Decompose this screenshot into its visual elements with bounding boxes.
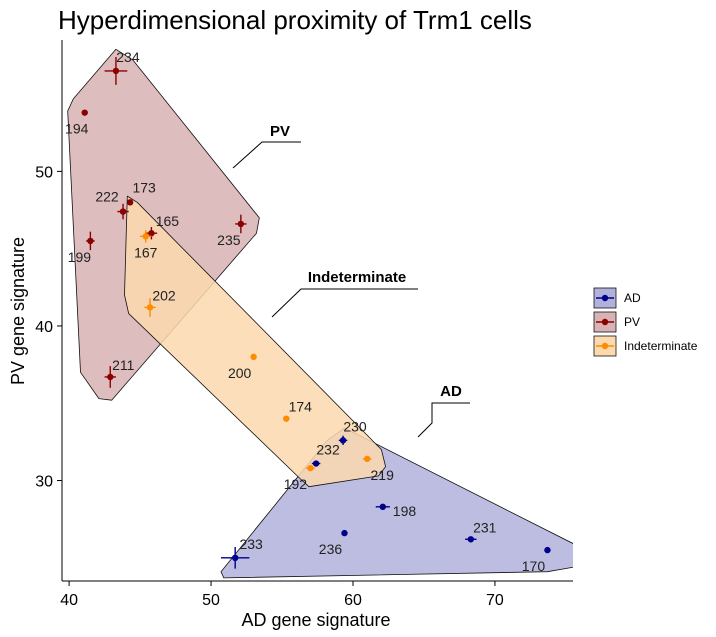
point-label-194: 194 (65, 121, 89, 137)
point-200 (250, 353, 257, 361)
point-199 (87, 237, 94, 245)
point-label-192: 192 (284, 476, 308, 492)
point-211 (107, 373, 114, 381)
legend: AD PV Indeterminate (593, 287, 698, 357)
point-label-232: 232 (316, 442, 340, 458)
legend-label-ad: AD (624, 291, 641, 305)
annotation-line-indeterminate (271, 288, 418, 318)
point-198 (379, 503, 386, 511)
point-label-234: 234 (116, 49, 140, 65)
y-tick-label-40: 40 (35, 319, 53, 336)
hull-indeterminate (124, 195, 387, 488)
point-222 (119, 208, 127, 215)
point-label-230: 230 (343, 418, 367, 434)
legend-label-indeterminate: Indeterminate (624, 339, 698, 353)
point-label-219: 219 (371, 467, 395, 483)
point-label-236: 236 (319, 541, 343, 557)
data-points (81, 57, 551, 569)
point-label-222: 222 (95, 189, 119, 205)
point-174 (283, 415, 290, 422)
annotation-label-ad: AD (440, 383, 462, 400)
y-tick-label-30: 30 (35, 474, 53, 491)
hull-pv (67, 48, 260, 401)
legend-dot-indeterminate (601, 342, 609, 350)
y-tick-label-50: 50 (35, 164, 53, 181)
point-label-199: 199 (68, 249, 92, 265)
point-label-170: 170 (522, 558, 546, 574)
point-233 (231, 554, 239, 562)
x-tick-label-50: 50 (202, 592, 220, 609)
point-236 (341, 529, 348, 537)
cluster-annotations: PV Indeterminate AD (232, 123, 470, 438)
cluster-hulls (67, 48, 573, 579)
annotation-line-pv (232, 141, 301, 169)
point-192 (307, 464, 314, 472)
point-234 (112, 67, 120, 75)
point-label-173: 173 (132, 179, 156, 195)
point-170 (544, 546, 551, 554)
point-label-233: 233 (239, 536, 263, 552)
point-label-200: 200 (228, 365, 252, 381)
point-label-202: 202 (152, 287, 176, 303)
y-axis-title: PV gene signature (8, 237, 28, 385)
point-202 (146, 304, 154, 311)
chart-title: Hyperdimensional proximity of Trm1 cells (58, 5, 532, 35)
axes (61, 40, 573, 582)
annotation-label-indeterminate: Indeterminate (308, 269, 406, 286)
point-219 (363, 455, 371, 463)
point-label-167: 167 (134, 244, 158, 260)
x-axis-title: AD gene signature (241, 610, 390, 630)
x-tick-label-40: 40 (60, 592, 78, 609)
point-label-198: 198 (393, 503, 417, 519)
annotation-line-ad (417, 402, 470, 438)
point-label-235: 235 (217, 232, 241, 248)
axis-ticks: 40 50 60 70 30 40 50 (35, 164, 504, 609)
point-label-211: 211 (112, 357, 135, 373)
point-label-174: 174 (289, 399, 313, 415)
point-230 (339, 437, 347, 444)
point-232 (312, 460, 320, 467)
point-235 (237, 220, 245, 228)
point-label-231: 231 (473, 519, 497, 535)
point-194 (81, 109, 88, 116)
legend-dot-pv (601, 318, 609, 326)
point-label-165: 165 (156, 213, 180, 229)
x-tick-label-70: 70 (486, 592, 504, 609)
point-165 (148, 230, 155, 237)
point-231 (467, 536, 474, 543)
legend-label-pv: PV (624, 315, 640, 329)
point-173 (126, 199, 134, 206)
legend-dot-ad (601, 294, 609, 302)
annotation-label-pv: PV (270, 123, 290, 140)
x-tick-label-60: 60 (344, 592, 362, 609)
point-167 (142, 233, 149, 240)
